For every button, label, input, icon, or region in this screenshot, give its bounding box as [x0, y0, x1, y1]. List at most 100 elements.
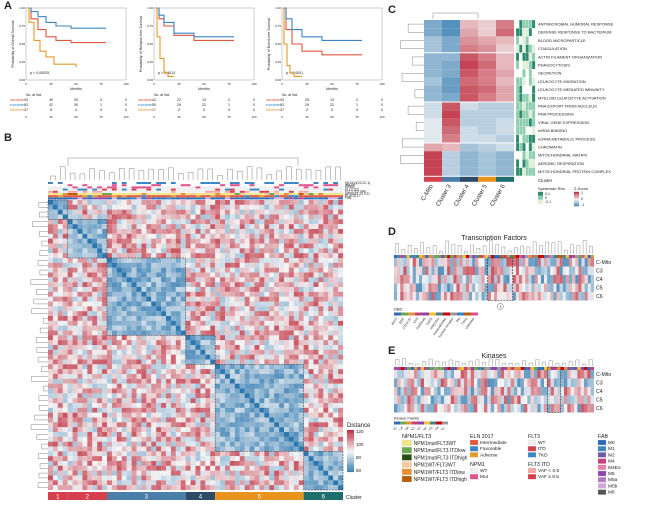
annotation-cell [299, 197, 304, 199]
km-pvalue: p = 0.00025 [30, 71, 49, 75]
annotation-cell [245, 186, 250, 188]
annotation-cell [289, 189, 294, 191]
annotation-cell [58, 197, 63, 199]
risk-value: 29 [305, 103, 309, 107]
annotation-cell [141, 197, 146, 199]
annotation-cell [122, 195, 127, 197]
annotation-cell [264, 189, 269, 191]
annotation-cell [289, 195, 294, 197]
annotation-cell [250, 197, 255, 199]
annotation-cell [48, 184, 53, 186]
annotation-cell [264, 197, 269, 199]
annotation-cell [53, 184, 58, 186]
annotation-cell [141, 191, 146, 193]
annotation-cell [171, 191, 176, 193]
annotation-cell [58, 184, 63, 186]
risk-value: 42 [152, 98, 156, 102]
annotation-cell [323, 195, 328, 197]
annotation-cell [87, 186, 92, 188]
annotation-cell [127, 195, 132, 197]
annotation-cell [250, 189, 255, 191]
annotation-cell [328, 191, 333, 193]
legend-item: Intermediate [480, 440, 507, 446]
annotation-cell [186, 195, 191, 197]
risk-value: 0 [331, 108, 333, 112]
legend-swatch [598, 459, 606, 464]
column-color-3 [460, 177, 478, 182]
term-dendrogram [400, 24, 424, 163]
risk-xtick: 0 [25, 115, 27, 119]
go-term-label: ANTIMICROBIAL HUMORAL RESPONSE [538, 22, 614, 27]
annotation-cell [161, 182, 166, 184]
km-curve-favorable [282, 8, 362, 40]
legend-item: WT [480, 468, 488, 474]
risk-header: No. at risk [282, 93, 298, 97]
annotation-cell [215, 195, 220, 197]
annotation-cell [196, 182, 201, 184]
annotation-cell [161, 197, 166, 199]
annotation-cell [338, 193, 343, 195]
annotation-cell [235, 191, 240, 193]
annotation-cell [63, 197, 68, 199]
annotation-cell [161, 186, 166, 188]
annotation-cell [314, 195, 319, 197]
risk-value: 1 [100, 103, 102, 107]
legend-swatch [528, 474, 536, 479]
annotation-cell [63, 189, 68, 191]
annotation-cell [304, 189, 309, 191]
annotation-cell [259, 182, 264, 184]
annotation-cell [269, 193, 274, 195]
annotation-cell [132, 184, 137, 186]
risk-xtick: 75 [355, 115, 359, 119]
highlight-marker: 1 [499, 304, 502, 309]
annotation-cell [112, 186, 117, 188]
annotation-cell [304, 182, 309, 184]
annotation-cell [186, 186, 191, 188]
annotation-cell [117, 191, 122, 193]
annotation-cell [53, 193, 58, 195]
annotation-cell [250, 195, 255, 197]
annotation-cell [137, 184, 142, 186]
annotation-cell [333, 197, 338, 199]
legend-swatch [470, 468, 478, 473]
annotation-cell [63, 186, 68, 188]
annotation-cell [102, 182, 107, 184]
annotation-cell [156, 184, 161, 186]
annotation-cell [225, 191, 230, 193]
annotation-cell [245, 189, 250, 191]
annotation-cell [191, 184, 196, 186]
annotation-cell [255, 197, 260, 199]
annotation-cell [240, 191, 245, 193]
annotation-cell [240, 184, 245, 186]
annotation-cell [338, 189, 343, 191]
annotation-cell [78, 189, 83, 191]
annotation-cell [92, 193, 97, 195]
km-xtick: 100 [123, 82, 128, 86]
annotation-cell [255, 193, 260, 195]
annotation-cell [318, 186, 323, 188]
kinase-legend-item: TKL [439, 426, 446, 430]
annotation-cell [200, 184, 205, 186]
annotation-cell [255, 195, 260, 197]
legend-item: NPM1WT/FLT3 ITDlow [414, 470, 466, 476]
annotation-cell [161, 193, 166, 195]
annotation-cell [245, 195, 250, 197]
risk-value: 2 [356, 98, 358, 102]
annotation-cell [191, 182, 196, 184]
annotation-cell [117, 193, 122, 195]
go-term-label: CHROMATIN [538, 145, 562, 150]
risk-xtick: 100 [251, 115, 256, 119]
annotation-cell [210, 191, 215, 193]
km-xtick: 0 [153, 82, 155, 86]
annotation-cell [274, 186, 279, 188]
annotation-cell [284, 197, 289, 199]
annotation-cell [97, 184, 102, 186]
legend-item: M4 [608, 459, 615, 465]
risk-value: 0 [381, 103, 383, 107]
legend-item: NPM1mut/FLT3WT [414, 441, 457, 447]
annotation-cell [146, 193, 151, 195]
annotation-cell [279, 184, 284, 186]
risk-value: 0 [228, 108, 230, 112]
